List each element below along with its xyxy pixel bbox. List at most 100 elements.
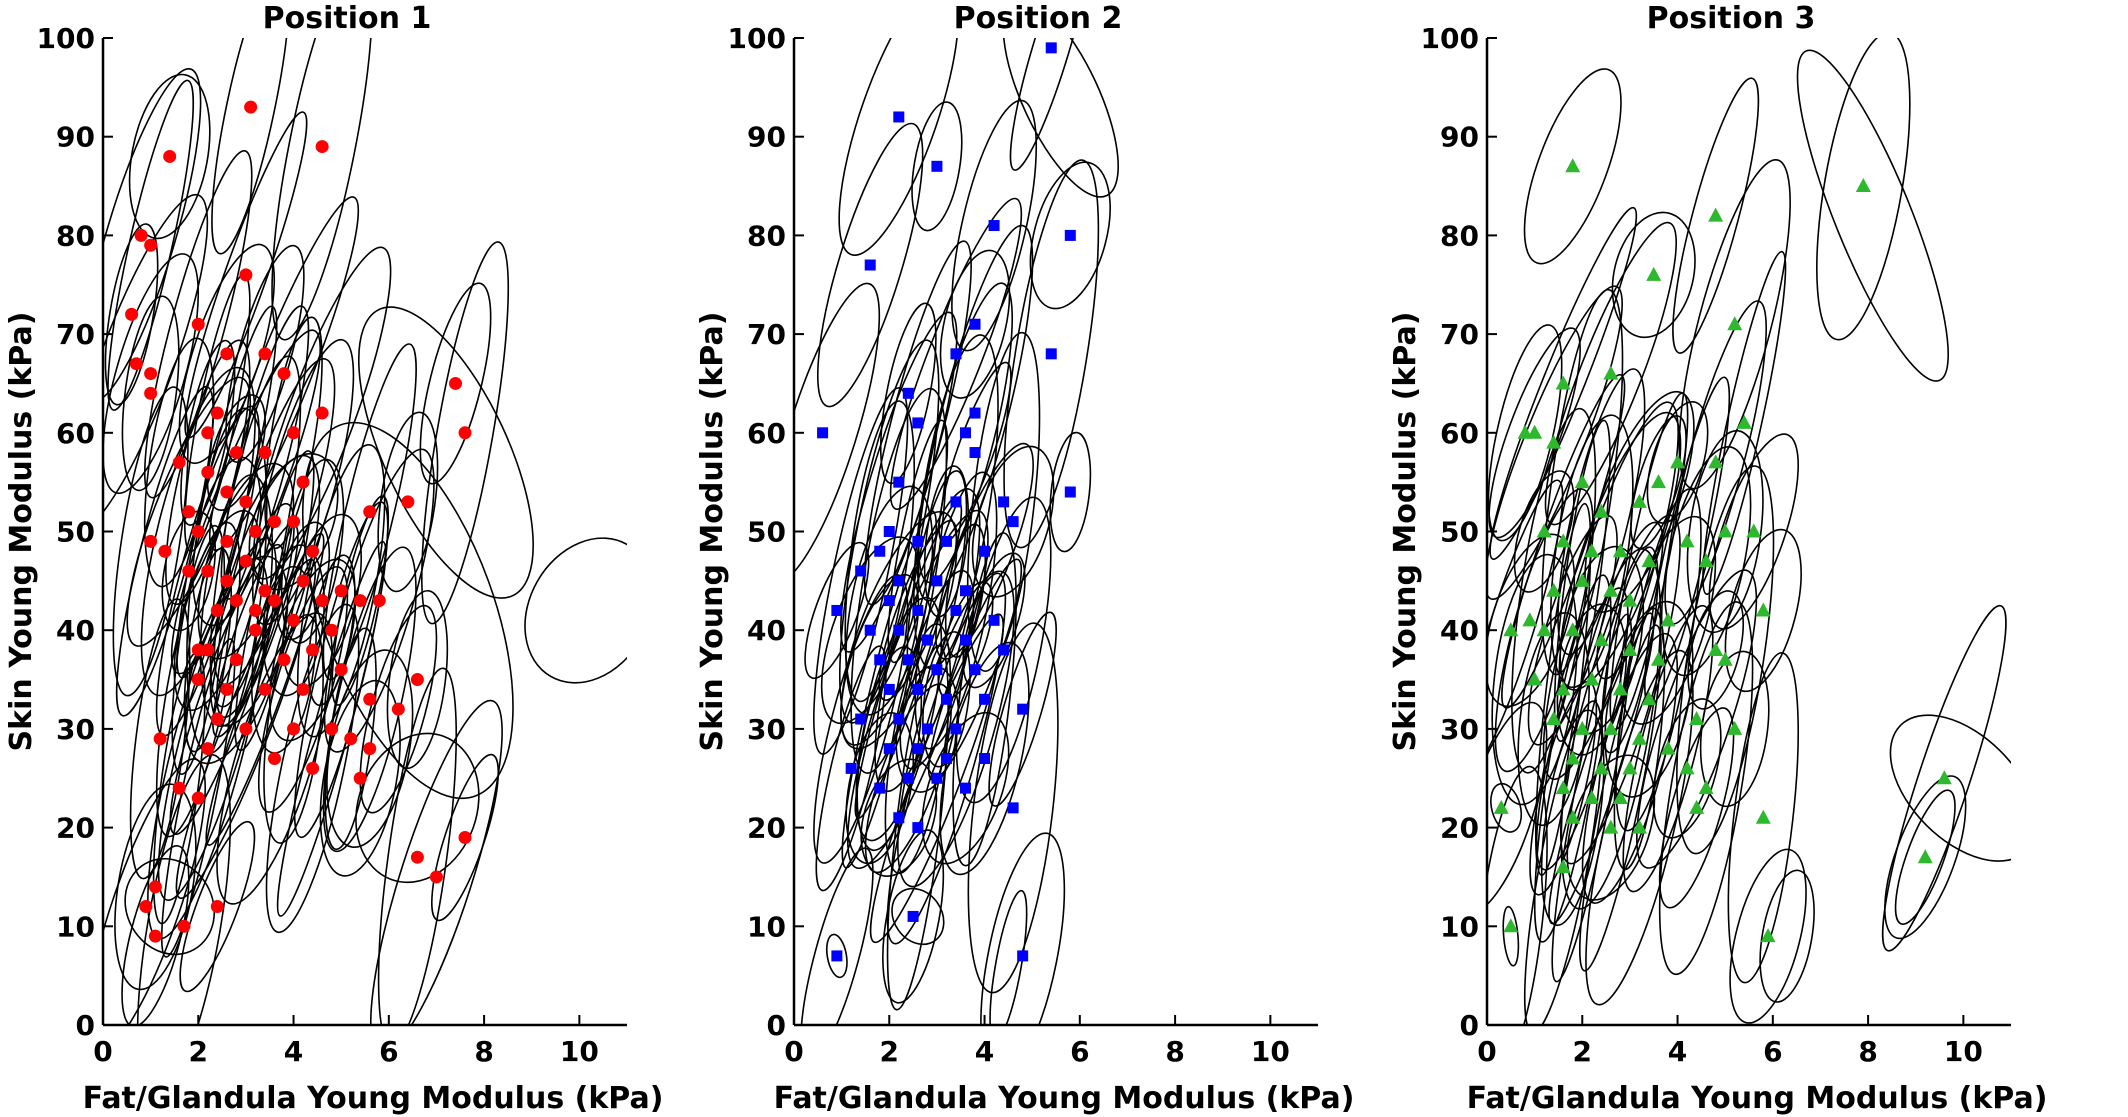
- data-point: [1670, 454, 1686, 469]
- y-axis-label: Skin Young Modulus (kPa): [4, 312, 39, 752]
- data-point: [874, 654, 886, 666]
- data-point: [1660, 740, 1676, 755]
- confidence-ellipse: [951, 99, 1038, 352]
- data-point: [229, 653, 243, 667]
- data-point: [1646, 266, 1662, 281]
- confidence-ellipse: [840, 510, 958, 750]
- confidence-ellipse: [324, 627, 377, 851]
- confidence-ellipse: [103, 758, 206, 1025]
- confidence-ellipse: [115, 385, 214, 717]
- data-point: [883, 743, 895, 755]
- confidence-ellipse: [816, 122, 924, 408]
- data-point: [210, 712, 224, 726]
- confidence-ellipse: [869, 613, 1004, 944]
- data-point: [1574, 572, 1590, 587]
- confidence-ellipse: [1527, 514, 1618, 746]
- data-point: [277, 367, 291, 381]
- data-point: [353, 771, 367, 785]
- data-point: [144, 367, 158, 381]
- data-point: [191, 525, 205, 538]
- y-tick-label: 90: [56, 121, 95, 154]
- x-tick-label: 8: [1165, 1035, 1184, 1068]
- confidence-ellipse: [1636, 569, 1758, 869]
- data-point: [191, 317, 205, 331]
- confidence-ellipse: [1502, 905, 1520, 967]
- x-axis-label: Fat/Glandula Young Modulus (kPa): [83, 1081, 664, 1116]
- confidence-ellipse: [276, 521, 331, 641]
- confidence-ellipse: [1581, 632, 1679, 904]
- data-point: [1755, 809, 1771, 824]
- x-tick-label: 2: [880, 1035, 899, 1068]
- data-point: [1593, 760, 1609, 775]
- y-tick-label: 10: [56, 910, 95, 943]
- data-point: [1536, 523, 1552, 538]
- ellipse-overlay: [103, 38, 627, 1025]
- y-tick-label: 60: [1440, 417, 1479, 450]
- data-point: [458, 830, 472, 844]
- data-point: [287, 613, 301, 627]
- confidence-ellipse: [844, 400, 916, 703]
- confidence-ellipse: [952, 532, 1017, 867]
- confidence-ellipse: [1003, 159, 1100, 549]
- data-point: [893, 111, 905, 123]
- confidence-ellipse: [1551, 613, 1633, 983]
- data-point: [239, 268, 253, 282]
- data-point: [1555, 533, 1571, 548]
- data-point: [864, 624, 876, 636]
- data-point: [306, 544, 320, 558]
- confidence-ellipse: [225, 244, 305, 463]
- y-tick-label: 80: [747, 219, 786, 252]
- confidence-ellipse: [121, 845, 190, 1025]
- data-point: [950, 723, 962, 735]
- x-tick-label: 8: [474, 1035, 493, 1068]
- data-point: [210, 900, 224, 914]
- data-point: [1727, 316, 1743, 331]
- data-point: [1679, 533, 1695, 548]
- data-point: [1660, 612, 1676, 627]
- data-point: [959, 782, 971, 794]
- data-point: [893, 713, 905, 725]
- data-point: [191, 643, 205, 657]
- y-tick-label: 70: [1440, 318, 1479, 351]
- data-point: [1631, 730, 1647, 745]
- data-point: [883, 526, 895, 537]
- confidence-ellipse: [211, 38, 291, 255]
- data-point: [410, 850, 424, 864]
- y-tick-label: 0: [1460, 1009, 1479, 1042]
- data-point: [1565, 158, 1581, 173]
- data-point: [344, 732, 358, 746]
- confidence-ellipse: [939, 641, 1030, 876]
- data-point: [864, 259, 876, 271]
- data-point: [1584, 543, 1600, 558]
- x-tick-label: 10: [1944, 1035, 1983, 1068]
- y-tick-label: 50: [747, 516, 786, 549]
- confidence-ellipse: [845, 712, 914, 865]
- data-point: [1727, 720, 1743, 735]
- data-point: [1603, 582, 1619, 597]
- data-point: [267, 594, 281, 608]
- confidence-ellipse: [1678, 158, 1791, 490]
- data-point: [410, 673, 424, 687]
- data-point: [129, 357, 143, 371]
- confidence-ellipse: [1646, 401, 1709, 524]
- data-point: [831, 604, 843, 616]
- confidence-ellipse: [891, 887, 945, 946]
- data-point: [1593, 503, 1609, 518]
- y-tick-label: 50: [56, 516, 95, 549]
- data-point: [229, 446, 243, 460]
- data-point: [1007, 516, 1019, 528]
- data-point: [940, 753, 952, 765]
- data-point: [449, 376, 463, 390]
- data-point: [182, 505, 196, 519]
- data-point: [239, 495, 253, 509]
- data-point: [191, 791, 205, 805]
- data-point: [907, 910, 919, 922]
- chart-title: Position 3: [1647, 1, 1816, 36]
- data-point: [158, 544, 172, 558]
- data-point: [239, 722, 253, 736]
- data-point: [979, 545, 991, 557]
- data-point: [1736, 414, 1752, 429]
- confidence-ellipse: [103, 67, 202, 403]
- data-point: [902, 387, 914, 399]
